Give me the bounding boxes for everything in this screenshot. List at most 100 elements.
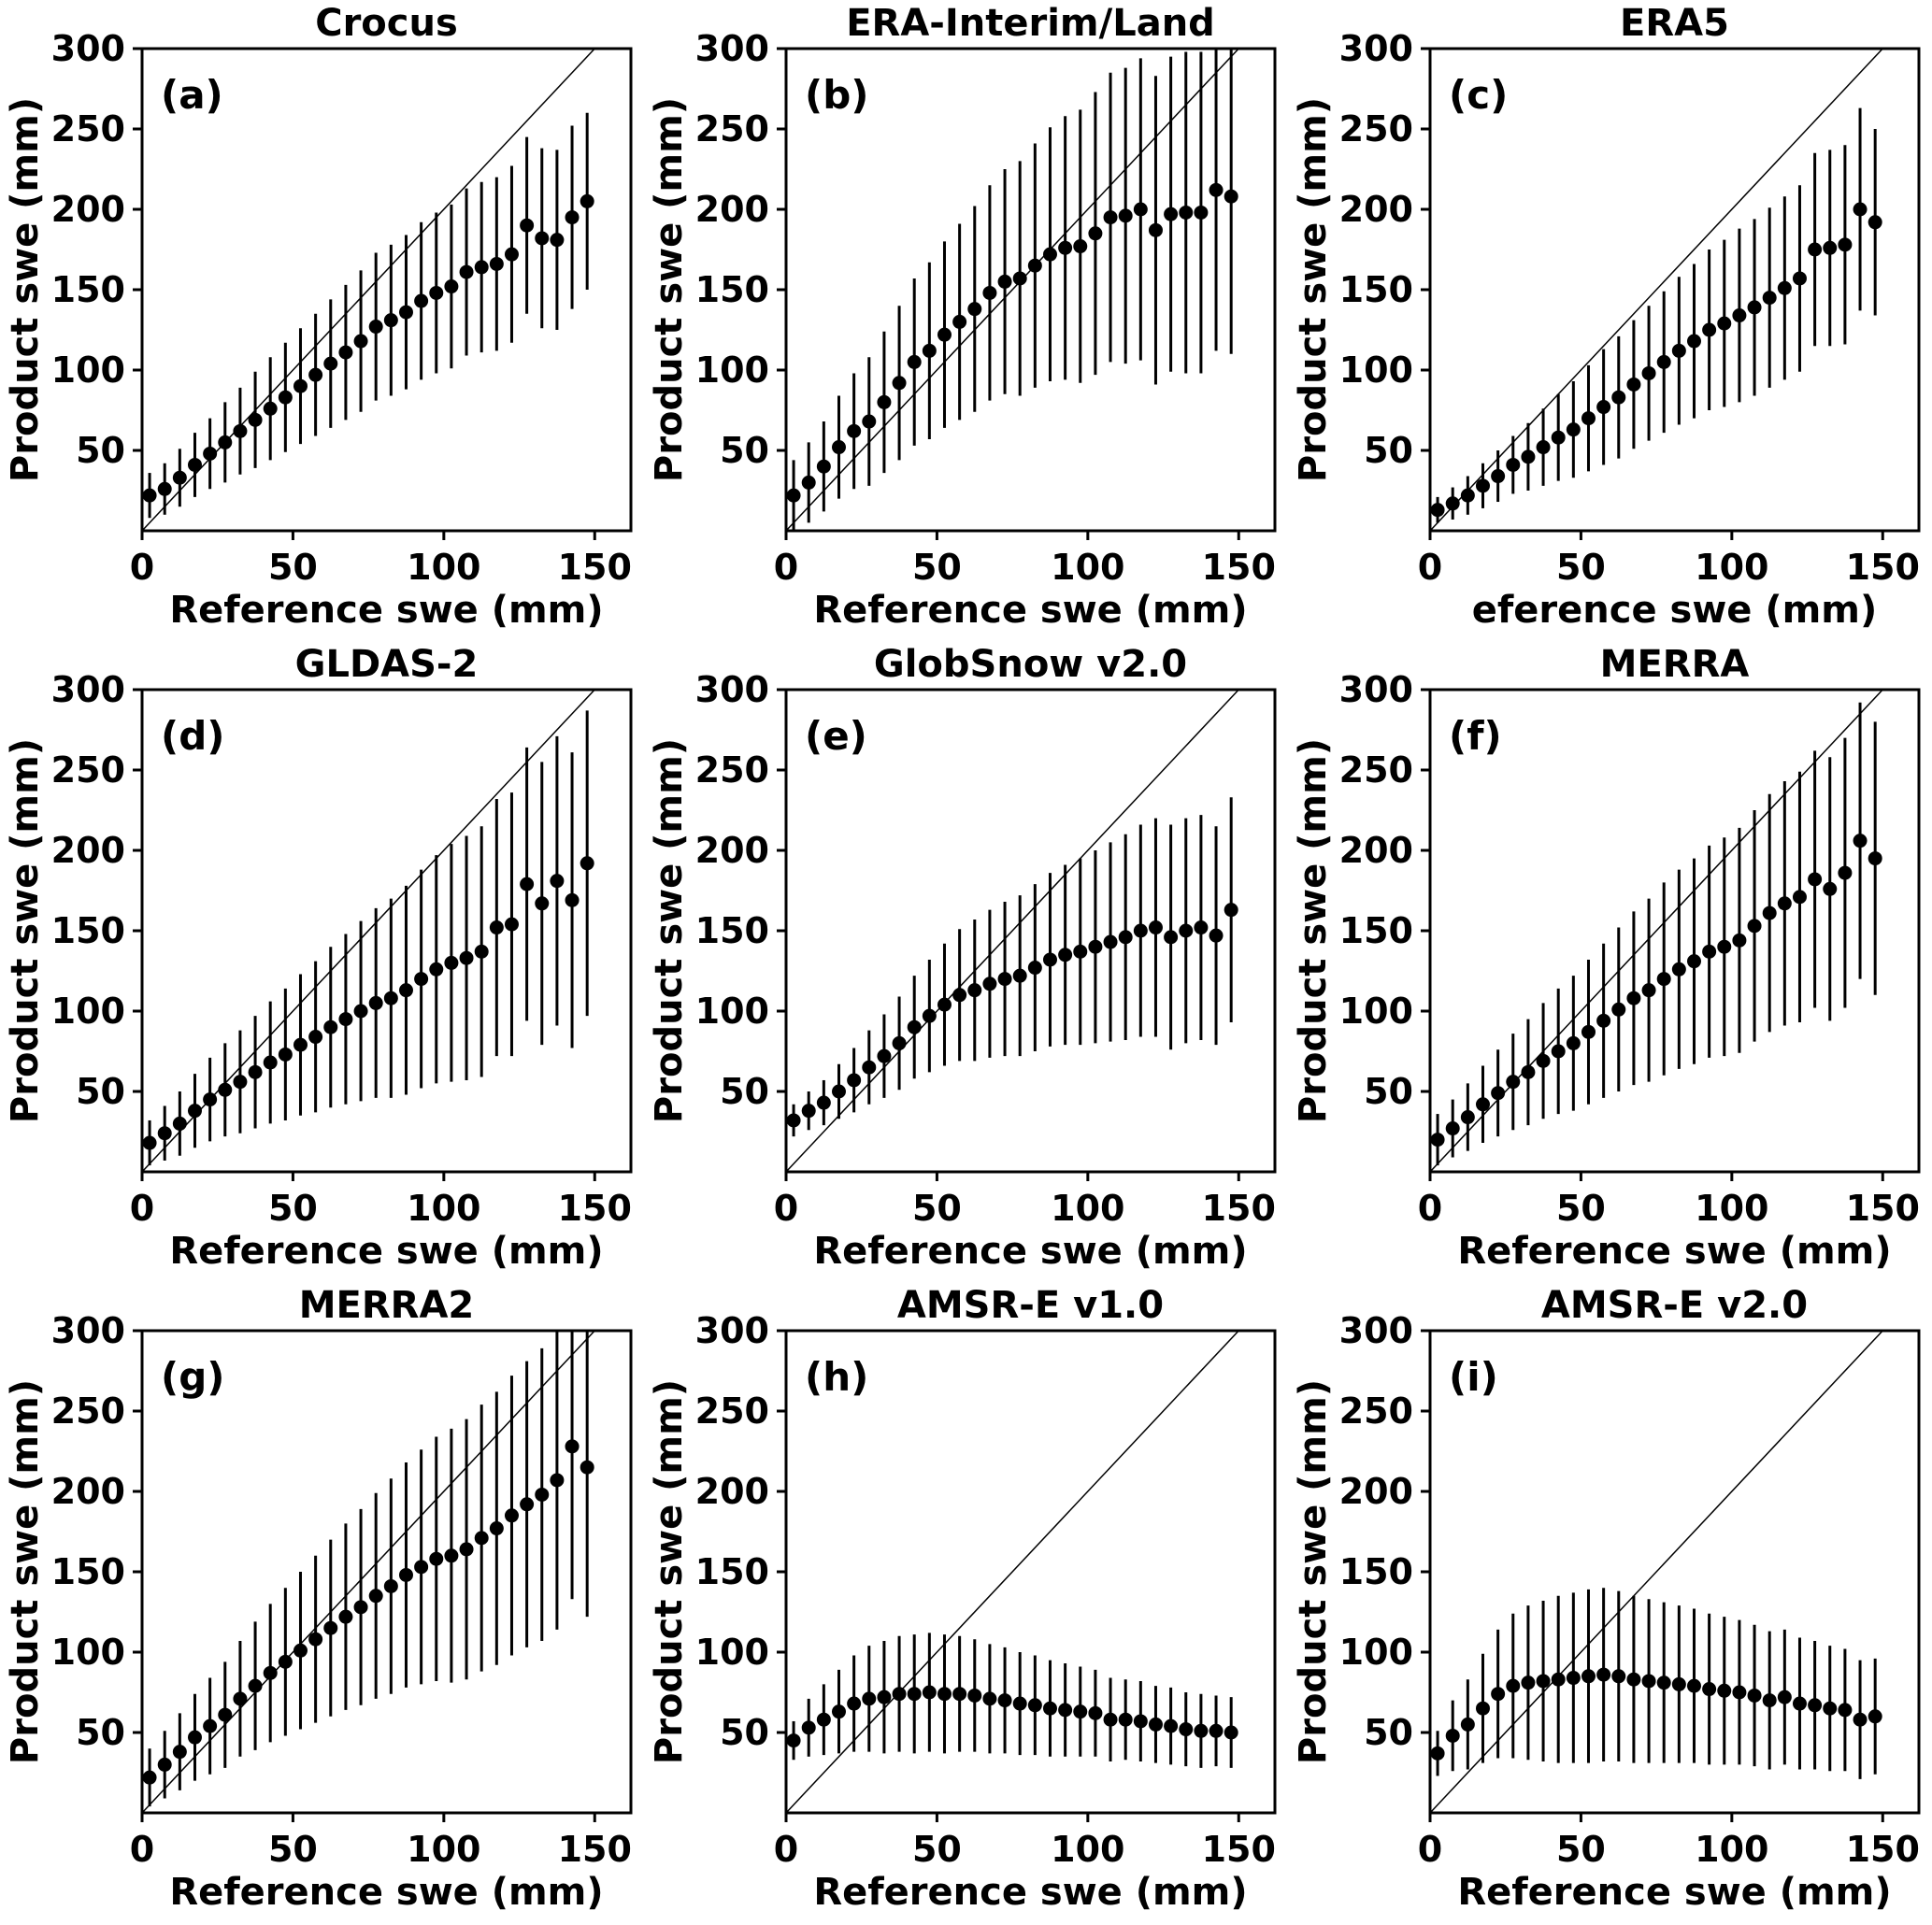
data-point xyxy=(1551,1044,1566,1059)
data-point xyxy=(997,274,1012,289)
data-point xyxy=(1536,440,1551,455)
data-point xyxy=(997,972,1012,987)
data-point xyxy=(1460,488,1475,503)
data-point xyxy=(398,1567,413,1582)
subplot-title: MERRA2 xyxy=(299,1284,475,1327)
x-tick-label: 100 xyxy=(1695,1188,1768,1229)
data-point xyxy=(1551,430,1566,445)
data-point xyxy=(831,1704,846,1719)
x-axis-title: Reference swe (mm) xyxy=(1457,1230,1891,1273)
data-point xyxy=(1430,1746,1445,1761)
data-point xyxy=(1012,968,1027,983)
data-point xyxy=(1823,1701,1838,1716)
data-point xyxy=(535,1487,550,1502)
data-point xyxy=(1133,202,1148,217)
y-tick-label: 50 xyxy=(720,1071,769,1112)
y-tick-label: 100 xyxy=(695,1632,769,1673)
x-axis-title: Reference swe (mm) xyxy=(169,1230,603,1273)
x-tick-label: 100 xyxy=(407,1188,480,1229)
data-point xyxy=(1853,1712,1868,1727)
data-point xyxy=(1581,1024,1596,1039)
subplot-era-interim-land: ERA-Interim/Land 0 50 100 150 50 100 150 200 250 3… xyxy=(644,0,1288,641)
y-tick-label: 200 xyxy=(51,189,125,230)
x-tick-label: 50 xyxy=(1556,547,1606,588)
data-point xyxy=(1596,1667,1611,1682)
x-tick-label: 50 xyxy=(912,1188,962,1229)
y-tick-label: 50 xyxy=(1364,1071,1413,1112)
data-point xyxy=(877,1048,892,1063)
data-point xyxy=(1194,920,1209,935)
data-point xyxy=(1566,422,1581,437)
plot-canvas-gldas-2: GLDAS-2 0 50 100 150 50 100 150 200 250 300 Referen… xyxy=(4,643,633,1273)
plot-canvas-merra2: MERRA2 0 50 100 150 50 100 150 200 250 300 Referenc… xyxy=(4,1284,633,1914)
data-point xyxy=(414,1560,429,1575)
y-axis-title: Product swe (mm) xyxy=(648,738,691,1123)
data-point xyxy=(520,218,535,233)
subplot-title: ERA-Interim/Land xyxy=(846,2,1215,45)
data-point xyxy=(1224,1725,1238,1740)
y-tick-label: 150 xyxy=(695,1551,769,1592)
y-axis-title: Product swe (mm) xyxy=(1292,1379,1335,1764)
subplot-merra2: MERRA2 0 50 100 150 50 100 150 200 250 300 Referenc… xyxy=(0,1282,644,1923)
subplot-title: GlobSnow v2.0 xyxy=(874,643,1187,686)
data-point xyxy=(218,1707,233,1722)
data-point xyxy=(1671,962,1686,977)
data-point xyxy=(862,1691,877,1706)
data-point xyxy=(293,1037,308,1052)
y-tick-label: 300 xyxy=(695,669,769,710)
panel-label: (d) xyxy=(161,713,224,759)
x-tick-label: 0 xyxy=(1418,1829,1442,1870)
data-point xyxy=(982,285,997,300)
data-point xyxy=(937,997,952,1012)
y-tick-label: 300 xyxy=(1339,1310,1413,1351)
data-point xyxy=(952,314,967,329)
data-point xyxy=(1012,1696,1027,1711)
data-point xyxy=(786,1733,801,1748)
y-tick-label: 200 xyxy=(1339,189,1413,230)
data-point xyxy=(1641,1674,1656,1689)
data-point xyxy=(1088,1705,1103,1720)
data-point xyxy=(1506,1678,1521,1693)
data-point xyxy=(278,1047,293,1062)
y-tick-label: 200 xyxy=(51,830,125,871)
data-point xyxy=(157,1757,172,1772)
data-point xyxy=(1460,1110,1475,1125)
subplot-title: AMSR-E v1.0 xyxy=(897,1284,1164,1327)
x-tick-label: 100 xyxy=(1051,547,1124,588)
data-point xyxy=(786,1113,801,1128)
data-point xyxy=(368,320,383,335)
data-point xyxy=(1491,469,1506,484)
data-point xyxy=(1702,944,1717,959)
data-point xyxy=(1148,222,1163,237)
data-point xyxy=(1133,923,1148,938)
data-point xyxy=(1626,1672,1641,1687)
y-tick-label: 300 xyxy=(1339,669,1413,710)
data-point xyxy=(580,193,594,208)
y-tick-label: 50 xyxy=(720,430,769,471)
y-tick-label: 150 xyxy=(695,269,769,310)
data-point xyxy=(1611,1669,1626,1684)
data-point xyxy=(474,1531,489,1546)
data-point xyxy=(383,1578,398,1593)
plot-canvas-era5: ERA5 0 50 100 150 50 100 150 200 250 300 eference s… xyxy=(1292,2,1921,632)
data-point xyxy=(308,1030,323,1045)
data-point xyxy=(398,983,413,998)
plot-canvas-era-interim-land: ERA-Interim/Land 0 50 100 150 50 100 150 200 250 3… xyxy=(648,2,1277,632)
data-point xyxy=(786,488,801,503)
data-point xyxy=(308,1632,323,1647)
data-point xyxy=(248,1678,263,1693)
data-point xyxy=(233,423,248,438)
data-point xyxy=(1671,343,1686,358)
data-point xyxy=(801,475,816,490)
data-point xyxy=(1103,210,1118,225)
data-point xyxy=(1838,865,1853,880)
data-point xyxy=(1611,390,1626,405)
data-point xyxy=(1747,300,1762,315)
data-point xyxy=(1838,237,1853,252)
data-point xyxy=(1073,944,1088,959)
x-tick-label: 100 xyxy=(1051,1188,1124,1229)
data-point xyxy=(187,1104,202,1119)
subplot-amsr-e-v2: AMSR-E v2.0 0 50 100 150 50 100 150 200 250 300 Ref… xyxy=(1288,1282,1932,1923)
data-point xyxy=(474,260,489,275)
panel-label: (f) xyxy=(1449,713,1502,759)
